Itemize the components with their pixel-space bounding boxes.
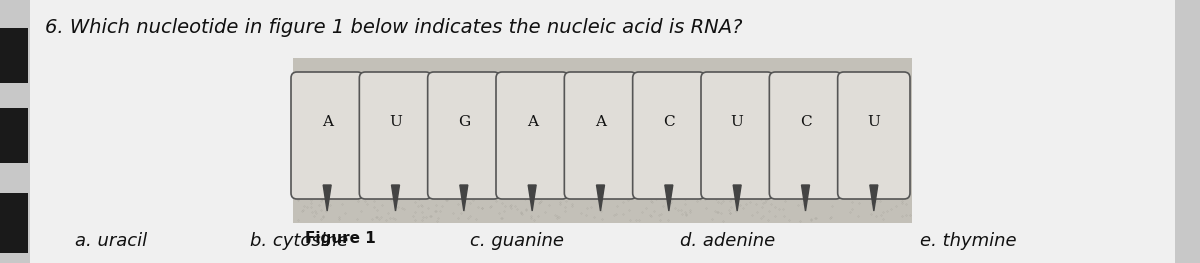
Polygon shape	[733, 185, 742, 211]
Text: U: U	[868, 115, 881, 129]
FancyBboxPatch shape	[564, 72, 637, 199]
Text: U: U	[389, 115, 402, 129]
Text: e. thymine: e. thymine	[920, 232, 1016, 250]
Text: A: A	[595, 115, 606, 129]
Text: C: C	[664, 115, 674, 129]
FancyBboxPatch shape	[769, 72, 841, 199]
Text: a. uracil: a. uracil	[74, 232, 148, 250]
Bar	[0, 193, 28, 253]
Polygon shape	[391, 185, 400, 211]
FancyBboxPatch shape	[701, 72, 773, 199]
Text: A: A	[322, 115, 332, 129]
Bar	[0, 28, 28, 83]
Polygon shape	[323, 185, 331, 211]
Polygon shape	[460, 185, 468, 211]
Text: 6. Which nucleotide in figure 1 below indicates the nucleic acid is RNA?: 6. Which nucleotide in figure 1 below in…	[46, 18, 743, 37]
Bar	[0, 108, 28, 163]
FancyBboxPatch shape	[496, 72, 569, 199]
Text: b. cytosine: b. cytosine	[250, 232, 348, 250]
Text: A: A	[527, 115, 538, 129]
Polygon shape	[802, 185, 810, 211]
Polygon shape	[596, 185, 605, 211]
FancyBboxPatch shape	[427, 72, 500, 199]
FancyBboxPatch shape	[359, 72, 432, 199]
FancyBboxPatch shape	[292, 72, 364, 199]
Text: G: G	[457, 115, 470, 129]
FancyBboxPatch shape	[632, 72, 706, 199]
Polygon shape	[870, 185, 878, 211]
Text: d. adenine: d. adenine	[680, 232, 775, 250]
Polygon shape	[665, 185, 673, 211]
Text: C: C	[799, 115, 811, 129]
Polygon shape	[528, 185, 536, 211]
Text: Figure 1: Figure 1	[305, 231, 376, 246]
Bar	[293, 58, 912, 223]
Text: c. guanine: c. guanine	[470, 232, 564, 250]
FancyBboxPatch shape	[838, 72, 910, 199]
Text: U: U	[731, 115, 744, 129]
